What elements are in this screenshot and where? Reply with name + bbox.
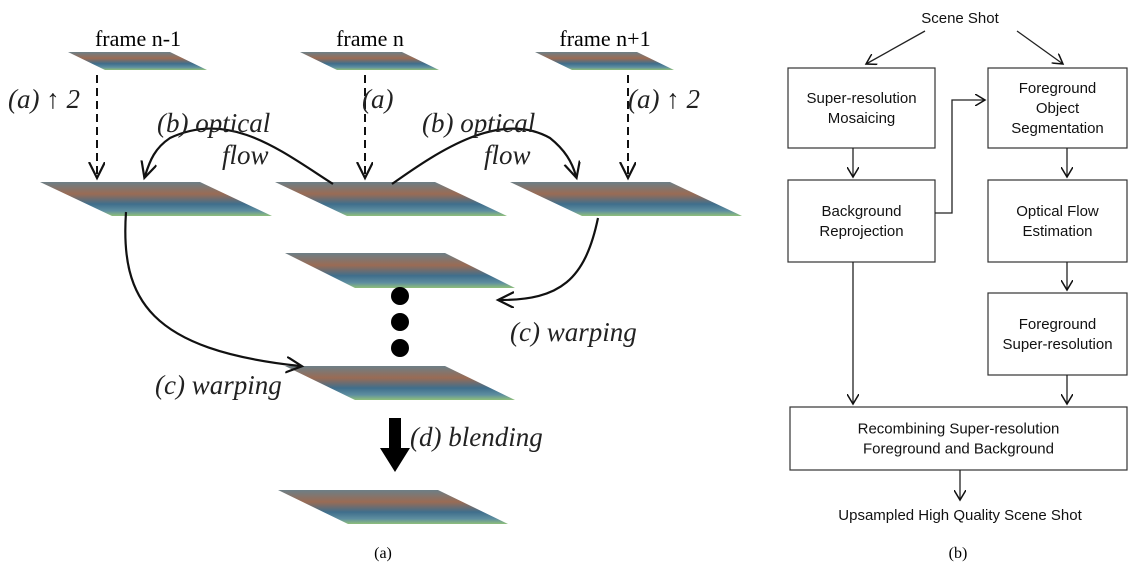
warp-label: (c) warping <box>510 317 637 347</box>
flow-arrow <box>391 127 576 185</box>
frame <box>285 366 515 400</box>
warp-label: (c) warping <box>155 370 282 400</box>
node-label: Foreground <box>1019 316 1097 333</box>
frame-label: frame n+1 <box>559 26 650 51</box>
frame <box>285 253 515 288</box>
arrow <box>866 30 926 64</box>
frame <box>535 52 674 70</box>
node-label: Object <box>1036 100 1080 117</box>
flow-label: flow <box>484 140 531 170</box>
frame <box>278 490 508 524</box>
warp-arrow <box>500 217 600 300</box>
node-label: Estimation <box>1022 223 1092 240</box>
frame <box>510 182 742 216</box>
node-label: Background <box>821 203 901 220</box>
arrow <box>1016 30 1063 64</box>
frame <box>275 182 507 216</box>
frame-label: frame n <box>336 26 404 51</box>
blend-arrow <box>380 418 410 472</box>
frame <box>300 52 439 70</box>
node <box>787 67 936 149</box>
node <box>987 67 1128 149</box>
start-label: Scene Shot <box>921 10 999 27</box>
upsample-label: (a) ↑ 2 <box>8 84 80 114</box>
dot <box>391 313 409 331</box>
labels-a: frame n-1 frame n frame n+1 (a) ↑ 2 (a) … <box>8 26 700 562</box>
warp-arrow <box>124 211 300 366</box>
node-label: Recombining Super-resolution <box>858 421 1060 438</box>
flow-label: flow <box>222 140 269 170</box>
arrow <box>935 100 985 214</box>
node-label: Segmentation <box>1011 120 1104 137</box>
flowchart: Scene Shot Upsampled High Quality Scene … <box>787 10 1128 562</box>
frames <box>40 52 742 524</box>
node <box>787 179 936 263</box>
node-label: Mosaicing <box>828 110 896 127</box>
flow-arrow <box>145 127 334 185</box>
upsample-label: (a) ↑ 2 <box>628 84 700 114</box>
blend-label: (d) blending <box>410 422 543 452</box>
node-label: Foreground and Background <box>863 441 1054 458</box>
node-label: Super-resolution <box>1002 336 1112 353</box>
end-label: Upsampled High Quality Scene Shot <box>838 507 1082 524</box>
node <box>987 179 1128 263</box>
node-label: Foreground <box>1019 80 1097 97</box>
node <box>987 292 1128 376</box>
frame <box>40 182 272 216</box>
caption: (b) <box>949 545 968 562</box>
flow-label: (b) optical <box>157 108 270 138</box>
frame-label: frame n-1 <box>95 26 181 51</box>
node-label: Reprojection <box>819 223 903 240</box>
caption: (a) <box>374 545 392 562</box>
node-label: Super-resolution <box>806 90 916 107</box>
arrows <box>97 75 628 472</box>
dot <box>391 339 409 357</box>
flow-label: (b) optical <box>422 108 535 138</box>
upsample-label: (a) <box>362 84 393 114</box>
node <box>789 406 1128 471</box>
node-label: Optical Flow <box>1016 203 1099 220</box>
dot <box>391 287 409 305</box>
frame <box>68 52 207 70</box>
